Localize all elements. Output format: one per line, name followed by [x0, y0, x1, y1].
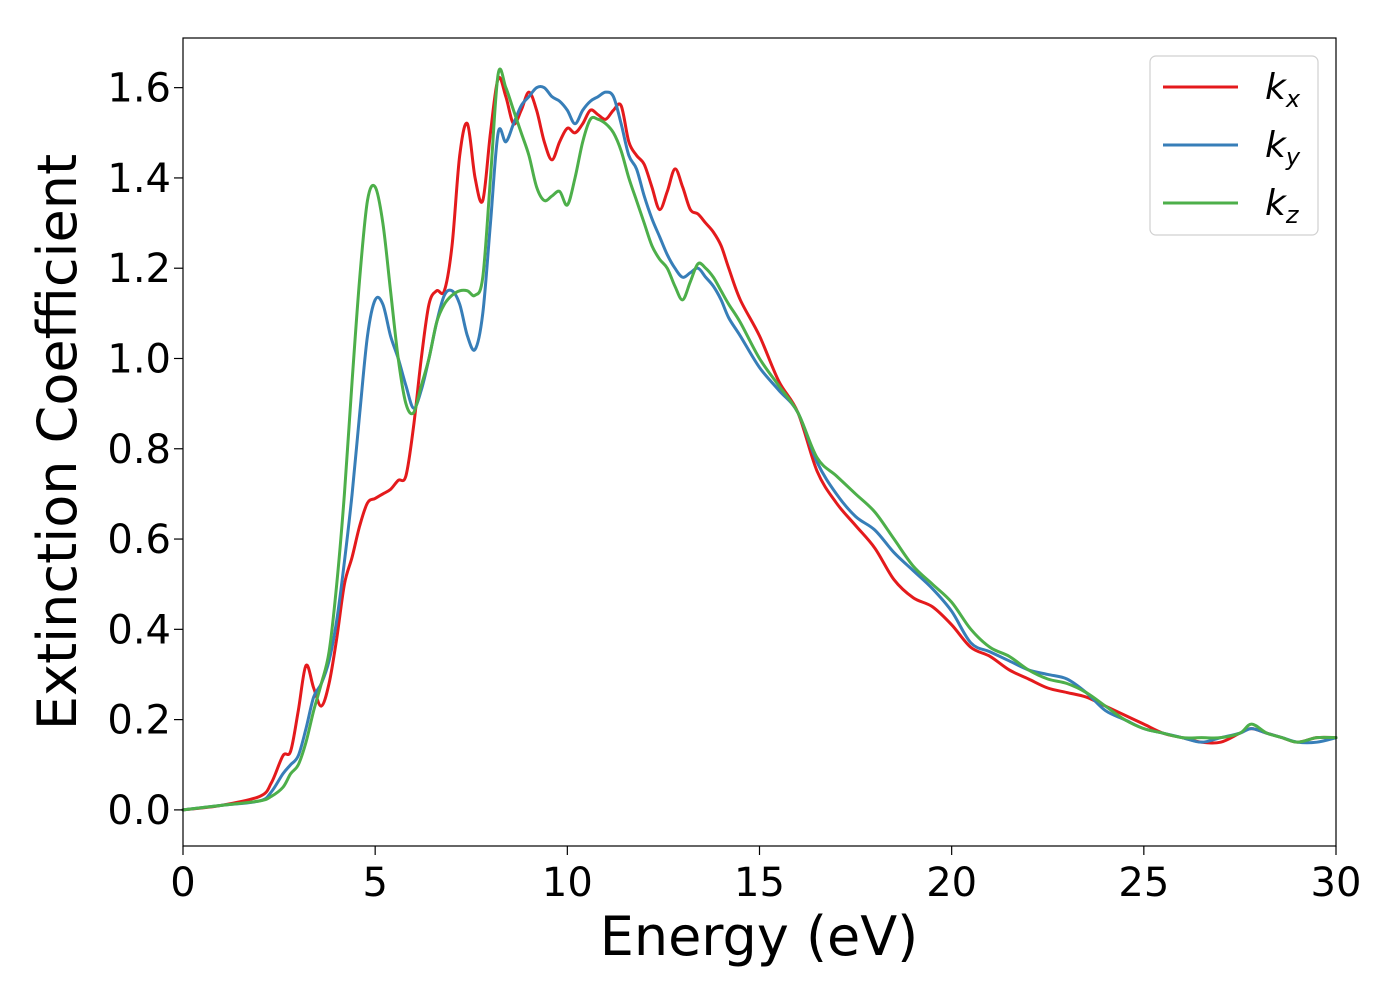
- legend-label-kx: kx: [1265, 67, 1301, 113]
- series-line-kz: [181, 67, 1338, 812]
- y-tick-label: 0.8: [107, 427, 171, 473]
- x-tick-label: 15: [734, 860, 785, 906]
- x-tick-label: 0: [170, 860, 195, 906]
- y-axis-title: Extinction Coefficient: [26, 154, 89, 730]
- x-tick-label: 30: [1311, 860, 1362, 906]
- x-tick-label: 20: [926, 860, 977, 906]
- x-axis: 0 5 10 15 20 25 30: [170, 846, 1361, 906]
- y-tick-label: 1.6: [107, 66, 171, 112]
- y-tick-label: 1.2: [107, 246, 171, 292]
- x-tick-label: 25: [1118, 860, 1169, 906]
- y-tick-label: 1.4: [107, 156, 171, 202]
- legend: kx ky kz: [1149, 55, 1319, 236]
- series-line-ky: [181, 85, 1338, 812]
- legend-label-kz: kz: [1265, 183, 1300, 229]
- series-lines: [181, 67, 1338, 812]
- x-axis-title: Energy (eV): [600, 905, 919, 968]
- y-tick-label: 0.0: [107, 788, 171, 834]
- y-tick-label: 0.4: [107, 607, 171, 653]
- y-tick-label: 1.0: [107, 336, 171, 382]
- y-axis: 0.0 0.2 0.4 0.6 0.8 1.0 1.2 1.4 1.6: [107, 66, 183, 834]
- legend-label-ky: ky: [1265, 125, 1301, 171]
- x-tick-label: 5: [362, 860, 387, 906]
- x-tick-label: 10: [542, 860, 593, 906]
- series-line-kx: [181, 75, 1338, 812]
- y-tick-label: 0.6: [107, 517, 171, 563]
- y-tick-label: 0.2: [107, 698, 171, 744]
